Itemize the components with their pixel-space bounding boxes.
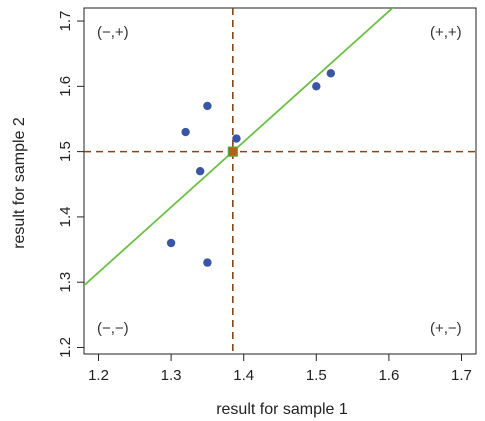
y-tick-label: 1.4 xyxy=(57,206,74,227)
data-point-6 xyxy=(232,134,241,143)
reference-lines xyxy=(84,8,476,354)
y-tick-label: 1.5 xyxy=(57,141,74,162)
x-tick-label: 1.7 xyxy=(451,367,472,384)
y-axis-label: result for sample 2 xyxy=(11,117,28,249)
y-tick-label: 1.6 xyxy=(57,76,74,97)
quadrant-labels: (−,+) (+,+) (−,−) (+,−) xyxy=(97,24,462,337)
data-point-5 xyxy=(203,258,212,267)
x-tick-label: 1.4 xyxy=(233,367,254,384)
quadrant-label-bottom-left: (−,−) xyxy=(97,320,129,337)
quadrant-label-bottom-right: (+,−) xyxy=(430,320,462,337)
y-tick-label: 1.2 xyxy=(57,337,74,358)
data-point-3 xyxy=(195,167,205,176)
y-tick-label: 1.3 xyxy=(57,272,74,293)
data-point-2 xyxy=(181,127,190,137)
x-axis-label: result for sample 1 xyxy=(216,401,348,418)
mean-point-marker xyxy=(227,146,238,157)
data-point-7 xyxy=(312,82,321,91)
x-tick-label: 1.2 xyxy=(88,367,109,384)
data-point-4 xyxy=(203,101,212,111)
fit-line xyxy=(84,8,394,287)
data-point-8 xyxy=(326,69,336,78)
y-tick-label: 1.7 xyxy=(57,11,74,32)
x-tick-label: 1.5 xyxy=(306,367,327,384)
x-tick-label: 1.6 xyxy=(378,367,399,384)
plot-frame xyxy=(83,7,477,355)
x-axis-ticks: 1.2 1.3 1.4 1.5 1.6 1.7 xyxy=(88,354,472,384)
data-points xyxy=(166,69,336,267)
fit-line-layer xyxy=(84,8,394,287)
x-tick-label: 1.3 xyxy=(161,367,182,384)
quadrant-label-top-right: (+,+) xyxy=(430,24,462,41)
data-point-1 xyxy=(166,238,176,248)
y-axis-ticks: 1.2 1.3 1.4 1.5 1.6 1.7 xyxy=(57,11,84,358)
quadrant-label-top-left: (−,+) xyxy=(97,24,129,41)
